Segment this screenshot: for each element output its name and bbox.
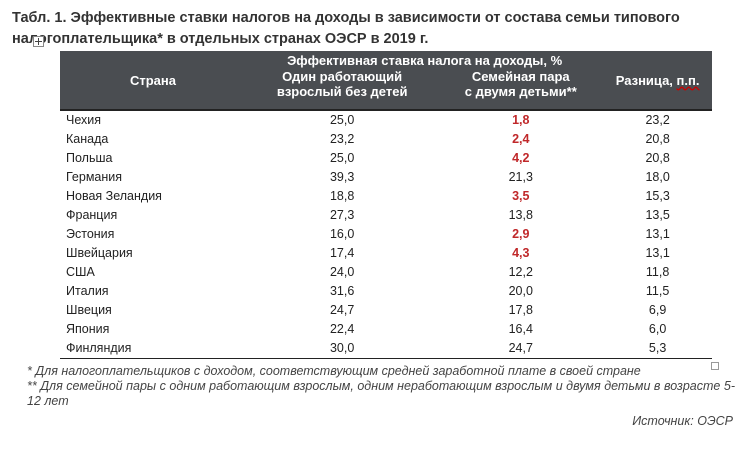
cell-diff: 6,0 [648,322,667,336]
cell-family: 4,3 [512,246,530,260]
table-row: Польша 25,0 4,2 20,8 [60,149,712,168]
cell-country: Швейцария [66,246,133,260]
cell-family: 2,9 [512,227,530,241]
cell-country: Канада [66,132,109,146]
header-single: Один работающий взрослый без детей [246,69,439,110]
table-row: Швейцария 17,4 4,3 13,1 [60,244,712,263]
cell-single: 27,3 [329,208,355,222]
cell-family: 24,7 [438,339,604,359]
header-diff-unit: п.п. [676,72,700,88]
header-diff: Разница, п.п. [603,51,712,110]
cell-single: 30,0 [246,339,439,359]
cell-single: 39,3 [329,170,355,184]
cell-single: 16,0 [329,227,355,241]
header-family: Семейная пара с двумя детьми** [438,69,604,110]
cell-family: 1,8 [438,109,604,130]
cell-family: 20,0 [508,284,533,298]
cell-family: 17,8 [508,303,533,317]
cell-single: 24,7 [329,303,355,317]
header-diff-label: Разница, [615,72,677,88]
header-family-line2: с двумя детьми** [464,84,577,99]
cell-country: США [66,265,95,279]
cell-diff: 20,8 [645,151,670,165]
cell-country: Эстония [66,227,115,241]
table-row: Италия 31,6 20,0 11,5 [60,282,712,301]
table-row: Финляндия 30,0 24,7 5,3 [60,339,712,359]
cell-single: 31,6 [329,284,355,298]
cell-country: Италия [66,284,109,298]
cell-country: Швеция [66,303,112,317]
cell-diff: 23,2 [603,109,712,130]
table-title: Табл. 1. Эффективные ставки налогов на д… [12,10,680,47]
tax-rates-table: Страна Эффективная ставка налога на дохо… [60,51,712,359]
cell-country: Новая Зеландия [66,189,162,203]
cell-country: Польша [66,151,113,165]
table-row: Канада 23,2 2,4 20,8 [60,130,712,149]
cell-diff: 6,9 [648,303,667,317]
header-single-line2: взрослый без детей [276,84,408,99]
cell-single: 17,4 [329,246,355,260]
cell-single: 24,0 [329,265,355,279]
cell-family: 16,4 [508,322,533,336]
table-row: Германия 39,3 21,3 18,0 [60,168,712,187]
cell-diff: 13,5 [645,208,670,222]
cell-family: 2,4 [512,132,530,146]
cell-family: 12,2 [508,265,533,279]
header-family-line1: Семейная пара [471,69,570,84]
footnote-1: * Для налогоплательщиков с доходом, соот… [27,364,641,378]
table-row: Франция 27,3 13,8 13,5 [60,206,712,225]
cell-country: Франция [66,208,118,222]
cell-country: Япония [66,322,110,336]
cell-diff: 15,3 [645,189,670,203]
cell-single: 18,8 [329,189,355,203]
cell-single: 23,2 [329,132,355,146]
table-row: США 24,0 12,2 11,8 [60,263,712,282]
cell-country: Чехия [60,109,246,130]
cell-single: 22,4 [329,322,355,336]
cell-family: 4,2 [512,151,530,165]
cell-family: 3,5 [512,189,530,203]
table-row: Япония 22,4 16,4 6,0 [60,320,712,339]
header-country: Страна [60,51,246,110]
footnote-2: ** Для семейной пары с одним работающим … [27,379,735,408]
cell-country: Германия [66,170,123,184]
footnotes: * Для налогоплательщиков с доходом, соот… [27,364,735,409]
cell-country: Финляндия [60,339,246,359]
header-single-line1: Один работающий [282,69,403,84]
cell-diff: 5,3 [603,339,712,359]
cell-family: 13,8 [508,208,533,222]
header-group: Эффективная ставка налога на доходы, % [246,51,604,69]
cell-diff: 18,0 [645,170,670,184]
source-note: Источник: ОЭСР [632,414,733,428]
table-row: Новая Зеландия 18,8 3,5 15,3 [60,187,712,206]
table-row: Швеция 24,7 17,8 6,9 [60,301,712,320]
cell-diff: 13,1 [645,246,670,260]
cell-single: 25,0 [329,151,355,165]
cell-diff: 20,8 [645,132,670,146]
cell-diff: 13,1 [645,227,670,241]
table-move-handle-icon[interactable] [33,36,44,47]
cell-diff: 11,5 [645,284,670,298]
cell-end-marker-icon [711,362,719,370]
table-row: Эстония 16,0 2,9 13,1 [60,225,712,244]
table-row: Чехия 25,0 1,8 23,2 [60,109,712,130]
cell-single: 25,0 [246,109,439,130]
cell-family: 21,3 [508,170,533,184]
cell-diff: 11,8 [645,265,670,279]
